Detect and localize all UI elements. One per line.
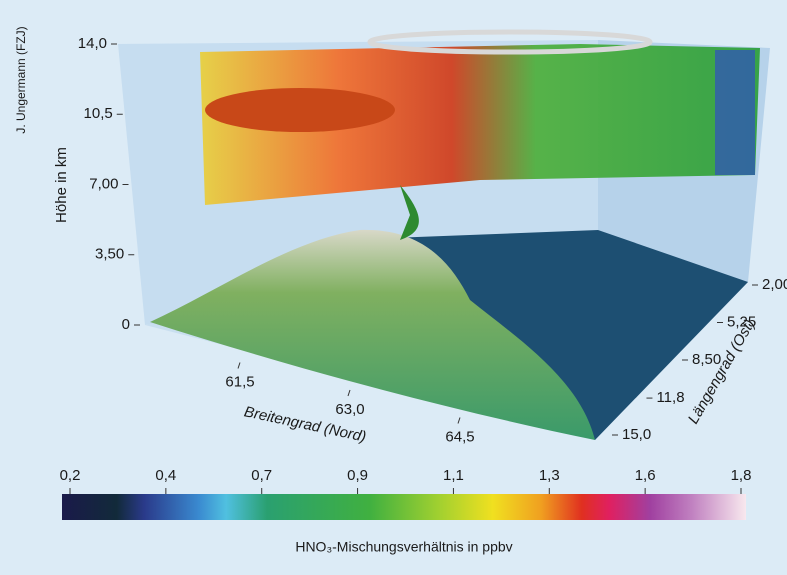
z-axis-label: Höhe in km — [53, 147, 70, 223]
z-tick-label: 14,0 — [78, 35, 107, 52]
colorbar-label: HNO₃-Mischungsverhältnis in ppbv — [295, 539, 512, 555]
colorbar-tick-label: 0,4 — [155, 467, 176, 484]
colorbar-tick-label: 1,8 — [731, 467, 752, 484]
colorbar — [62, 494, 746, 520]
x-tick-label: 61,5 — [225, 373, 254, 390]
x-tick-label: 64,5 — [445, 428, 474, 445]
colorbar-tick-label: 0,9 — [347, 467, 368, 484]
y-tick-label: 5,25 — [727, 313, 756, 330]
colorbar-tick-label: 0,2 — [60, 467, 81, 484]
y-tick-label: 2,00 — [762, 276, 787, 293]
y-tick-label: 11,8 — [656, 389, 684, 406]
slice-edge — [715, 50, 755, 175]
x-tick — [348, 390, 350, 396]
x-tick — [458, 418, 460, 424]
x-tick — [238, 363, 240, 369]
y-tick-label: 8,50 — [692, 351, 721, 368]
hno3-blob — [205, 88, 395, 132]
x-tick-label: 63,0 — [335, 401, 364, 418]
z-tick-label: 10,5 — [84, 105, 113, 122]
z-tick-label: 7,00 — [89, 175, 118, 192]
z-tick-label: 0 — [122, 316, 130, 333]
z-tick-label: 3,50 — [95, 246, 124, 263]
y-tick-label: 15,0 — [622, 426, 651, 443]
colorbar-tick-label: 1,6 — [635, 467, 656, 484]
credit: J. Ungermann (FZJ) — [14, 26, 28, 133]
colorbar-tick-label: 0,7 — [251, 467, 272, 484]
colorbar-tick-label: 1,1 — [443, 467, 464, 484]
plot-scene — [118, 32, 770, 440]
colorbar-tick-label: 1,3 — [539, 467, 560, 484]
figure: J. Ungermann (FZJ) Höhe in km Breitengra… — [0, 0, 787, 575]
